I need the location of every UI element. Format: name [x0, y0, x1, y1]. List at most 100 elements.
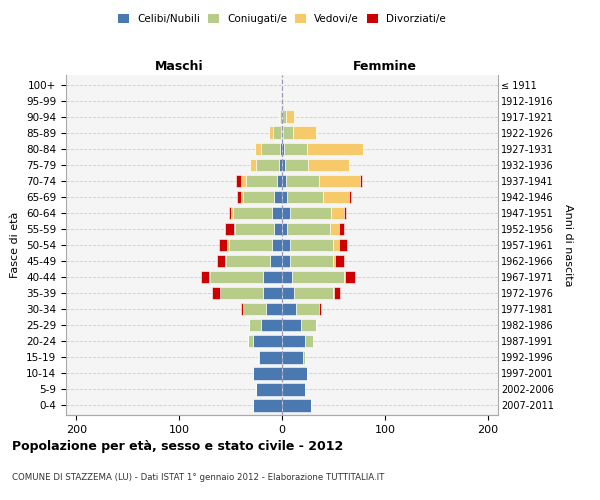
Bar	[277, 174, 282, 187]
Bar	[269, 126, 273, 139]
Bar	[282, 335, 305, 347]
Bar	[282, 319, 301, 332]
Bar	[308, 158, 349, 171]
Bar	[273, 126, 281, 139]
Bar	[233, 222, 235, 235]
Bar	[281, 126, 282, 139]
Text: COMUNE DI STAZZEMA (LU) - Dati ISTAT 1° gennaio 2012 - Elaborazione TUTTITALIA.I: COMUNE DI STAZZEMA (LU) - Dati ISTAT 1° …	[12, 473, 385, 482]
Bar	[282, 238, 290, 252]
Bar	[274, 190, 282, 203]
Bar	[226, 222, 233, 235]
Bar	[266, 303, 282, 316]
Bar	[334, 255, 335, 268]
Bar	[209, 271, 210, 283]
Bar	[282, 94, 283, 107]
Bar	[282, 206, 290, 219]
Bar	[262, 142, 280, 155]
Bar	[241, 303, 243, 316]
Bar	[319, 303, 321, 316]
Y-axis label: Anni di nascita: Anni di nascita	[563, 204, 573, 286]
Bar	[282, 287, 295, 300]
Bar	[235, 222, 274, 235]
Bar	[282, 126, 283, 139]
Bar	[344, 206, 346, 219]
Bar	[217, 255, 226, 268]
Bar	[290, 238, 334, 252]
Bar	[335, 255, 344, 268]
Bar	[282, 158, 285, 171]
Bar	[349, 190, 351, 203]
Bar	[253, 335, 282, 347]
Bar	[282, 351, 302, 364]
Bar	[256, 158, 279, 171]
Bar	[282, 142, 284, 155]
Bar	[283, 94, 284, 107]
Bar	[250, 158, 256, 171]
Bar	[295, 287, 334, 300]
Bar	[201, 271, 209, 283]
Bar	[323, 190, 349, 203]
Bar	[279, 158, 282, 171]
Bar	[255, 142, 262, 155]
Bar	[290, 206, 331, 219]
Bar	[237, 190, 241, 203]
Bar	[282, 383, 305, 396]
Bar	[246, 174, 277, 187]
Text: Femmine: Femmine	[353, 60, 417, 74]
Bar	[262, 319, 282, 332]
Bar	[253, 399, 282, 411]
Bar	[345, 271, 355, 283]
Bar	[248, 335, 253, 347]
Bar	[280, 142, 282, 155]
Bar	[331, 206, 344, 219]
Bar	[219, 238, 227, 252]
Bar	[226, 255, 269, 268]
Bar	[249, 319, 262, 332]
Bar	[212, 287, 220, 300]
Legend: Celibi/Nubili, Coniugati/e, Vedovi/e, Divorziati/e: Celibi/Nubili, Coniugati/e, Vedovi/e, Di…	[114, 10, 450, 29]
Bar	[282, 399, 311, 411]
Bar	[307, 142, 363, 155]
Bar	[338, 222, 344, 235]
Bar	[233, 206, 272, 219]
Bar	[220, 287, 263, 300]
Bar	[285, 158, 308, 171]
Bar	[344, 271, 345, 283]
Bar	[292, 271, 344, 283]
Bar	[282, 303, 296, 316]
Bar	[230, 206, 233, 219]
Bar	[282, 271, 292, 283]
Bar	[269, 255, 282, 268]
Bar	[286, 174, 319, 187]
Bar	[331, 222, 338, 235]
Bar	[290, 255, 334, 268]
Bar	[210, 271, 263, 283]
Bar	[263, 271, 282, 283]
Bar	[282, 190, 287, 203]
Bar	[241, 190, 243, 203]
Bar	[301, 319, 316, 332]
Y-axis label: Fasce di età: Fasce di età	[10, 212, 20, 278]
Bar	[282, 367, 307, 380]
Text: Maschi: Maschi	[155, 60, 203, 74]
Bar	[282, 110, 286, 123]
Bar	[319, 174, 360, 187]
Bar	[284, 142, 307, 155]
Bar	[283, 126, 293, 139]
Bar	[302, 351, 305, 364]
Bar	[282, 255, 290, 268]
Bar	[296, 303, 319, 316]
Bar	[287, 190, 323, 203]
Bar	[272, 238, 282, 252]
Bar	[263, 287, 282, 300]
Bar	[293, 126, 316, 139]
Bar	[236, 174, 241, 187]
Bar	[229, 206, 230, 219]
Bar	[259, 351, 282, 364]
Bar	[282, 78, 283, 91]
Bar	[338, 238, 347, 252]
Bar	[243, 303, 266, 316]
Bar	[282, 174, 286, 187]
Bar	[243, 190, 274, 203]
Bar	[282, 222, 287, 235]
